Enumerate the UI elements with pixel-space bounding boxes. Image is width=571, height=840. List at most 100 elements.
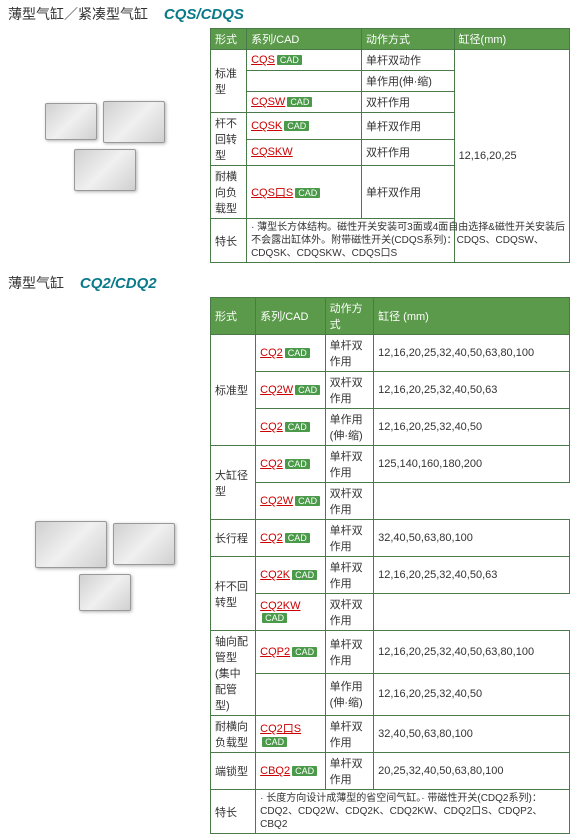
table-row: 杆不回转型CQ2KCAD单杆双作用12,16,20,25,32,40,50,63 [211,557,570,594]
table-row: 标准型CQSCAD单杆双动作12,16,20,25 [211,50,570,71]
series-link[interactable]: CQSW [251,96,285,108]
col-header: 系列/CAD [256,298,326,335]
series-link[interactable]: CBQ2 [260,765,290,777]
series-link[interactable]: CQSK [251,120,282,132]
cad-icon[interactable]: CAD [262,737,287,747]
action-cell: 双杆作用 [361,139,454,166]
series-cell: CQ2WCAD [256,372,326,409]
action-cell: 单杆双作用 [325,753,373,790]
feat-label: 特长 [211,790,256,834]
spec-table-cq2: 形式系列/CAD动作方式缸径 (mm)标准型CQ2CAD单杆双作用12,16,2… [210,297,570,834]
table-row: 单作用(伸·缩)12,16,20,25,32,40,50 [211,673,570,716]
col-header: 动作方式 [325,298,373,335]
bore-cell: 20,25,32,40,50,63,80,100 [374,753,570,790]
table-row: 端锁型 CBQ2CAD 单杆双作用20,25,32,40,50,63,80,100 [211,753,570,790]
action-cell: 单杆双动作 [361,50,454,71]
series-link[interactable]: CQ2 [260,458,283,470]
action-cell: 单杆双作用 [325,335,373,372]
title-bar: 薄型气缸／紧凑型气缸 CQS/CDQS [0,0,571,28]
series-cell [247,71,362,92]
bore-cell: 125,140,160,180,200 [374,446,570,483]
cad-icon[interactable]: CAD [292,766,317,776]
col-header: 形式 [211,29,247,50]
action-cell: 双杆双作用 [325,594,373,631]
cad-icon[interactable]: CAD [295,385,320,395]
series-link[interactable]: CQ2 [260,532,283,544]
table-row: CQ2CAD单作用(伸·缩)12,16,20,25,32,40,50 [211,409,570,446]
type-cell: 标准型 [211,335,256,446]
series-cell: CQ2CAD [256,409,326,446]
table-row: 耐横向负载型CQ2口SCAD单杆双作用32,40,50,63,80,100 [211,716,570,753]
action-cell: 单作用(伸·缩) [325,673,373,716]
series-link[interactable]: CQ2K [260,569,290,581]
cad-icon[interactable]: CAD [285,533,310,543]
series-link[interactable]: CQ2 [260,421,283,433]
col-header: 形式 [211,298,256,335]
type-cell: 标准型 [211,50,247,113]
series-link[interactable]: CQS [251,54,275,66]
series-cell: CQS口SCAD [247,166,362,219]
series-cell: CQ2KCAD [256,557,326,594]
series-cell: CQ2口S CAD [256,716,326,753]
cad-icon[interactable]: CAD [277,55,302,65]
type-cell: 大缸径型 [211,446,256,520]
table-row: CQ2WCAD双杆双作用12,16,20,25,32,40,50,63 [211,372,570,409]
action-cell: 单杆双作用 [325,520,373,557]
series-cell: CQSCAD [247,50,362,71]
section-cqs: 薄型气缸／紧凑型气缸 CQS/CDQS 形式系列/CAD动作方式缸径(mm)标准… [0,0,571,263]
cad-icon[interactable]: CAD [292,570,317,580]
action-cell: 单杆双作用 [325,557,373,594]
title-en: CQ2/CDQ2 [80,275,157,292]
series-link[interactable]: CQP2 [260,646,290,658]
cad-icon[interactable]: CAD [292,647,317,657]
action-cell: 单作用(伸·缩) [325,409,373,446]
action-cell: 单杆双作用 [361,166,454,219]
series-cell [256,673,326,716]
col-header: 动作方式 [361,29,454,50]
cad-icon[interactable]: CAD [295,188,320,198]
series-link[interactable]: CQ2W [260,384,293,396]
series-cell: CQSWCAD [247,92,362,113]
product-image-cq2 [0,297,210,834]
series-link[interactable]: CQ2KW [260,600,300,612]
bore-cell: 12,16,20,25,32,40,50,63,80,100 [374,631,570,674]
cad-icon[interactable]: CAD [285,459,310,469]
cad-icon[interactable]: CAD [287,97,312,107]
series-cell: CQ2CAD [256,520,326,557]
section-cq2: 薄型气缸 CQ2/CDQ2 形式系列/CAD动作方式缸径 (mm)标准型CQ2C… [0,269,571,834]
type-cell: 长行程 [211,520,256,557]
cad-icon[interactable]: CAD [285,348,310,358]
type-cell: 耐横向负载型 [211,716,256,753]
table-row: 大缸径型CQ2CAD单杆双作用125,140,160,180,200 [211,446,570,483]
action-cell: 双杆双作用 [325,372,373,409]
feat-label: 特长 [211,219,247,263]
cad-icon[interactable]: CAD [262,613,287,623]
table-row: 标准型CQ2CAD单杆双作用12,16,20,25,32,40,50,63,80… [211,335,570,372]
bore-cell: 32,40,50,63,80,100 [374,520,570,557]
bore-cell: 12,16,20,25,32,40,50,63 [374,557,570,594]
series-link[interactable]: CQ2 [260,347,283,359]
action-cell: 双杆双作用 [325,483,373,520]
series-cell: CQP2CAD [256,631,326,674]
spec-table-cqs: 形式系列/CAD动作方式缸径(mm)标准型CQSCAD单杆双动作12,16,20… [210,28,570,263]
col-header: 缸径 (mm) [374,298,570,335]
table-row: CQ2WCAD 双杆双作用 [211,483,570,520]
series-link[interactable]: CQSKW [251,146,293,158]
action-cell: 单杆双作用 [325,446,373,483]
cad-icon[interactable]: CAD [295,496,320,506]
type-cell: 端锁型 [211,753,256,790]
series-link[interactable]: CQ2口S [260,723,301,735]
type-cell: 轴向配管型(集中配管型) [211,631,256,716]
product-image-cqs [0,28,210,263]
action-cell: 双杆作用 [361,92,454,113]
series-link[interactable]: CQ2W [260,495,293,507]
table-row: 长行程CQ2CAD单杆双作用32,40,50,63,80,100 [211,520,570,557]
action-cell: 单杆双作用 [325,631,373,674]
bore-cell: 12,16,20,25,32,40,50 [374,409,570,446]
action-cell: 单杆双作用 [325,716,373,753]
series-link[interactable]: CQS口S [251,187,293,199]
title-cn: 薄型气缸／紧凑型气缸 [8,6,148,22]
bore-cell: 12,16,20,25,32,40,50,63 [374,372,570,409]
cad-icon[interactable]: CAD [284,121,309,131]
cad-icon[interactable]: CAD [285,422,310,432]
